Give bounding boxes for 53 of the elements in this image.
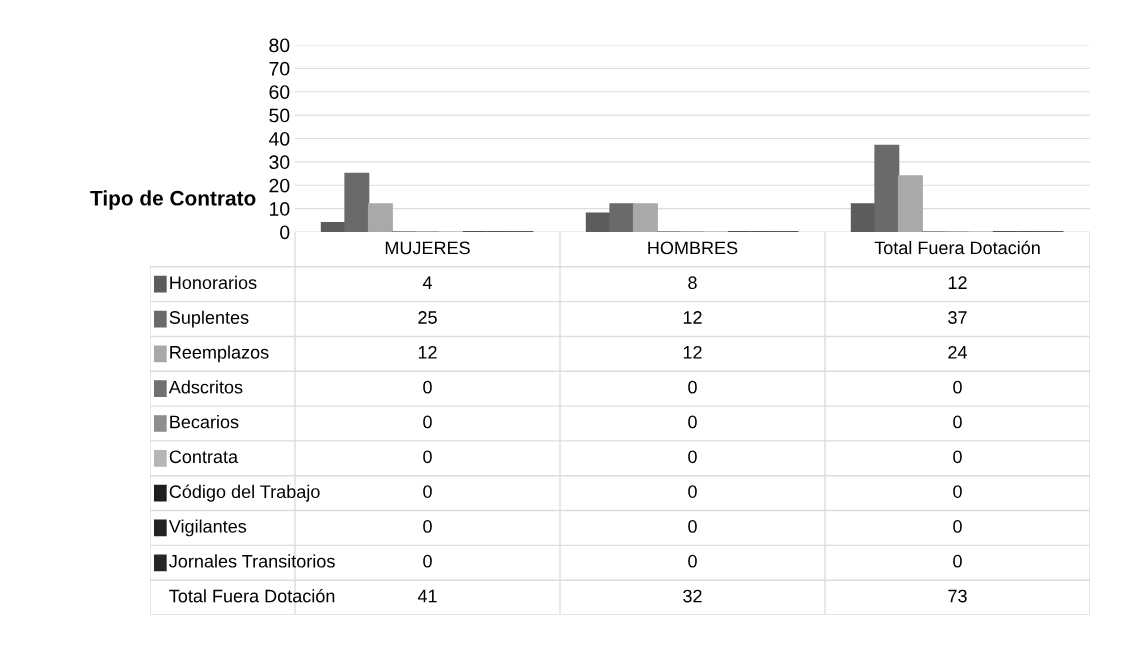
- data-label: 0: [423, 450, 432, 464]
- data-label: 0: [953, 554, 962, 568]
- data-label: 0: [423, 554, 432, 568]
- data-label: 12: [948, 276, 967, 289]
- data-label: 0: [423, 415, 432, 429]
- y-tick-label: 30: [269, 155, 290, 170]
- legend-label: Vigilantes: [168, 519, 247, 537]
- data-label: 0: [953, 450, 962, 464]
- data-label: 37: [948, 311, 967, 324]
- data-label: 4: [422, 276, 432, 289]
- data-label: 0: [688, 450, 697, 464]
- data-label: 0: [423, 520, 432, 533]
- data-label: 8: [688, 276, 697, 290]
- data-label: 0: [688, 520, 697, 533]
- y-tick-label: 10: [270, 202, 290, 216]
- x-tick-label: MUJERES: [385, 241, 470, 255]
- data-label: 0: [953, 485, 962, 498]
- legend-label: Suplentes: [169, 310, 249, 328]
- y-tick-label: 80: [269, 38, 290, 53]
- data-label: 0: [953, 415, 962, 429]
- legend-label: Reemplazos: [170, 345, 269, 363]
- x-tick-label: HOMBRES: [648, 241, 738, 255]
- y-tick-label: 0: [280, 225, 290, 240]
- data-label: 12: [683, 311, 702, 324]
- legend-label: Jornales Transitorios: [169, 554, 335, 568]
- data-label: 0: [688, 485, 697, 498]
- data-label: 0: [688, 415, 697, 429]
- text: 32: [683, 589, 702, 603]
- text: 41: [417, 589, 437, 603]
- data-label: 0: [953, 380, 962, 394]
- data-label: 25: [418, 311, 437, 324]
- x-tick-label: Total Fuera Dotación: [874, 240, 1040, 255]
- data-label: 0: [423, 380, 432, 394]
- legend-label: Contrata: [169, 450, 239, 464]
- legend-label: Adscritos: [168, 380, 243, 394]
- y-tick-label: 70: [269, 61, 290, 76]
- legend-label: Honorarios: [170, 275, 257, 290]
- data-label: 0: [688, 554, 697, 568]
- y-tick-label: 40: [268, 131, 290, 146]
- legend-label: Becarios: [170, 415, 239, 429]
- y-tick-label: 60: [269, 85, 290, 99]
- text: 73: [948, 589, 967, 603]
- y-axis-title: Tipo de Contrato: [90, 190, 256, 210]
- data-label: 12: [418, 345, 437, 359]
- text: Total Fuera Dotación: [169, 588, 335, 603]
- y-tick-label: 20: [269, 178, 290, 193]
- data-label: 0: [688, 380, 697, 394]
- y-tick-label: 50: [269, 108, 290, 123]
- data-label: 24: [948, 345, 968, 359]
- legend-label: Código del Trabajo: [169, 484, 320, 502]
- data-label: 12: [683, 345, 702, 359]
- data-label: 0: [953, 520, 962, 533]
- data-label: 0: [423, 485, 432, 498]
